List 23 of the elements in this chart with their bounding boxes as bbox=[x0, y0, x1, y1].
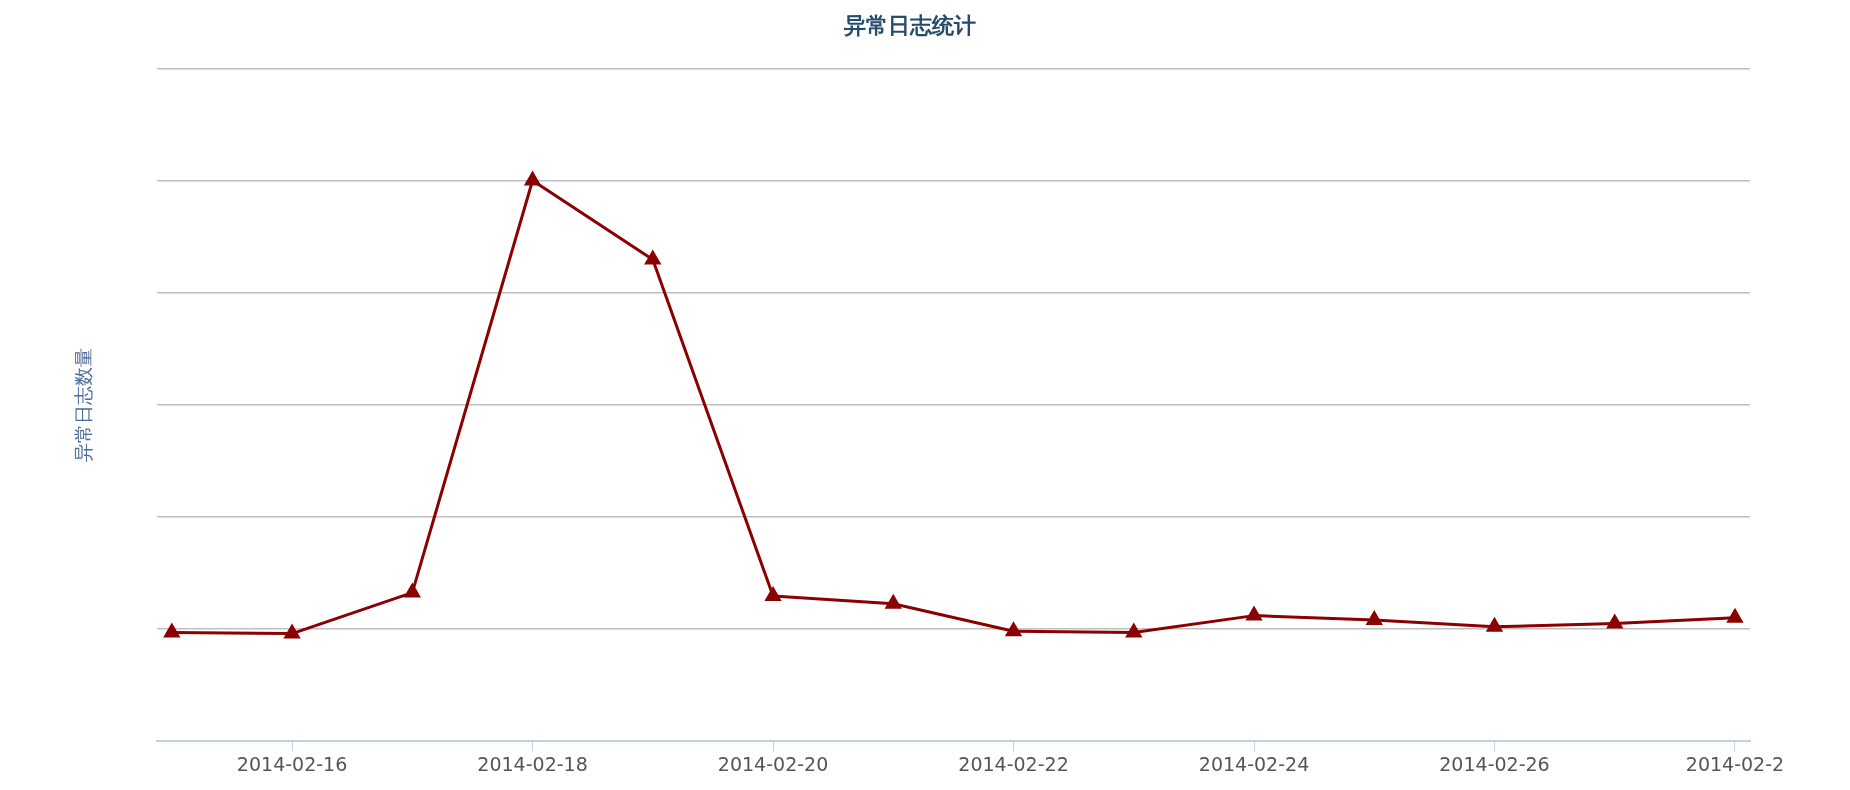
point bbox=[164, 623, 180, 638]
point bbox=[1126, 623, 1142, 638]
point bbox=[284, 625, 300, 639]
point bbox=[1727, 609, 1743, 623]
point bbox=[765, 587, 781, 601]
point bbox=[1005, 622, 1022, 637]
x-tick-label: 2014-02-22 bbox=[958, 752, 1069, 775]
x-tick-label: 2014-02-18 bbox=[477, 752, 588, 775]
point bbox=[1246, 607, 1262, 621]
point bbox=[645, 251, 661, 265]
point bbox=[1366, 611, 1382, 626]
chart-title: 异常日志统计 bbox=[843, 12, 976, 38]
x-tick-label: 2014-02-2 bbox=[1685, 752, 1785, 775]
x-tick-label: 2014-02-16 bbox=[236, 752, 348, 775]
point bbox=[404, 584, 420, 598]
point bbox=[1486, 618, 1503, 632]
x-tick-label: 2014-02-24 bbox=[1198, 752, 1310, 775]
point bbox=[524, 172, 541, 186]
y-axis-title: 异常日志数量 bbox=[72, 347, 95, 462]
x-tick-label: 2014-02-20 bbox=[717, 752, 829, 775]
point bbox=[1607, 614, 1623, 629]
point bbox=[885, 595, 901, 609]
x-tick-label: 2014-02-26 bbox=[1439, 752, 1550, 775]
